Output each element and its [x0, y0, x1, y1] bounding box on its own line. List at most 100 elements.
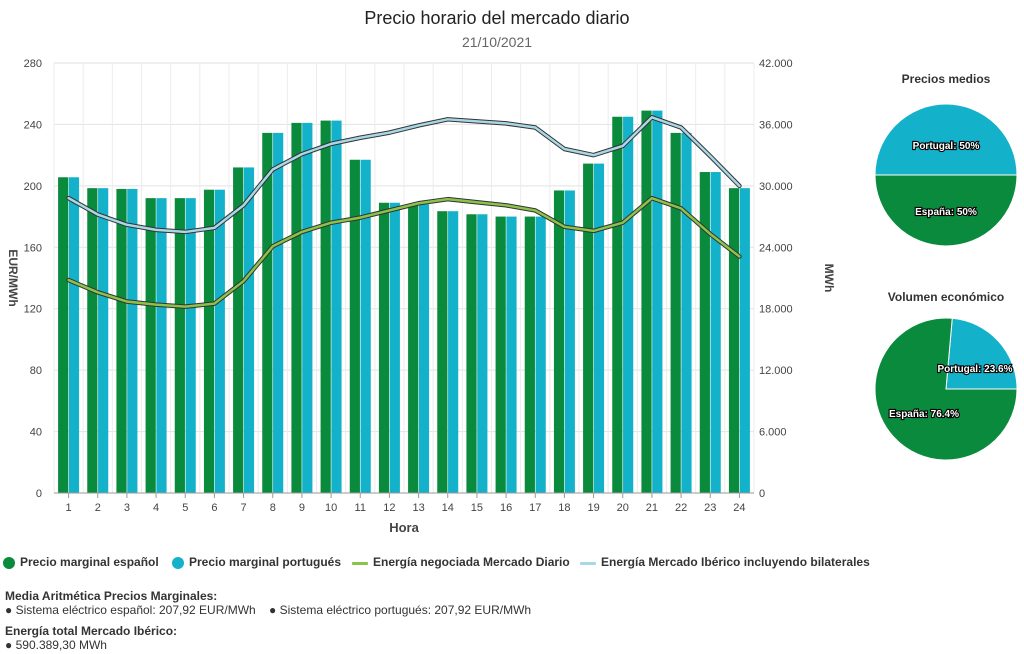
energia-values: ● 590.389,30 MWh	[5, 638, 531, 652]
bar-portugues[interactable]	[214, 189, 225, 493]
bar-portugues[interactable]	[681, 132, 692, 494]
bullet-icon: ●	[5, 603, 13, 617]
bar-espanol[interactable]	[612, 116, 623, 493]
media-pt-value: Sistema eléctrico portugués: 207,92 EUR/…	[279, 603, 532, 617]
summary-notes: Media Aritmética Precios Marginales: ● S…	[5, 589, 531, 652]
bar-portugues[interactable]	[389, 202, 400, 493]
bar-espanol[interactable]	[145, 198, 156, 493]
x-tick-label: 24	[733, 502, 745, 514]
y-right-tick-label: 36.000	[759, 119, 793, 131]
bar-portugues[interactable]	[535, 216, 546, 493]
bar-portugues[interactable]	[331, 120, 342, 493]
bar-portugues[interactable]	[127, 188, 138, 493]
bar-espanol[interactable]	[233, 167, 244, 493]
pie-slice-label: España: 50%	[915, 207, 977, 218]
bar-espanol[interactable]	[553, 190, 565, 493]
x-tick-label: 16	[500, 502, 512, 514]
bar-portugues[interactable]	[710, 172, 721, 494]
y-right-tick-label: 30.000	[759, 181, 793, 193]
bar-series	[58, 110, 750, 494]
bar-espanol[interactable]	[378, 202, 390, 493]
legend-dot-icon	[3, 557, 15, 569]
x-axis-title: Hora	[389, 520, 419, 535]
line-series	[66, 115, 742, 309]
bar-espanol[interactable]	[670, 132, 681, 494]
y-left-axis-title: EUR/MWh	[6, 249, 20, 306]
bar-espanol[interactable]	[524, 216, 535, 493]
y-right-tick-label: 42.000	[759, 58, 793, 70]
bar-espanol[interactable]	[437, 211, 448, 493]
legend-line-icon	[580, 562, 596, 565]
x-tick-label: 5	[182, 502, 188, 514]
x-tick-label: 4	[153, 502, 159, 514]
y-left-tick-label: 120	[24, 304, 42, 316]
bar-espanol[interactable]	[87, 188, 98, 493]
bar-portugues[interactable]	[156, 198, 167, 493]
bar-espanol[interactable]	[203, 189, 215, 493]
x-tick-label: 13	[412, 502, 424, 514]
bar-espanol[interactable]	[408, 204, 419, 494]
bar-espanol[interactable]	[291, 122, 302, 493]
bar-portugues[interactable]	[273, 132, 284, 494]
bar-portugues[interactable]	[185, 198, 196, 493]
bar-portugues[interactable]	[623, 116, 634, 493]
bar-espanol[interactable]	[174, 198, 185, 493]
x-tick-label: 7	[241, 502, 247, 514]
legend-label: Energía negociada Mercado Diario	[373, 555, 570, 569]
x-tick-label: 22	[675, 502, 687, 514]
pie-slice-espana[interactable]	[874, 317, 1018, 461]
media-values: ● Sistema eléctrico español: 207,92 EUR/…	[5, 603, 531, 617]
bar-portugues[interactable]	[448, 211, 459, 493]
pie-charts: Precios medios Portugal: 50% España: 50% Vo…	[874, 72, 1018, 461]
bar-espanol[interactable]	[466, 214, 477, 493]
x-tick-label: 10	[325, 502, 337, 514]
y-left-tick-label: 160	[24, 242, 42, 254]
bar-portugues[interactable]	[302, 122, 313, 493]
bar-espanol[interactable]	[320, 120, 331, 493]
y-right-tick-label: 0	[759, 488, 765, 500]
bar-portugues[interactable]	[506, 216, 517, 493]
bar-espanol[interactable]	[641, 110, 652, 494]
bar-espanol[interactable]	[58, 177, 69, 493]
pie-slice-portugal[interactable]	[945, 317, 1018, 390]
bar-portugues[interactable]	[98, 188, 109, 493]
x-tick-label: 2	[95, 502, 101, 514]
energia-title: Energía total Mercado Ibérico:	[5, 624, 178, 638]
y-right-tick-label: 6.000	[759, 427, 787, 439]
bar-espanol[interactable]	[262, 132, 273, 494]
pie-slice-espana[interactable]	[874, 174, 1018, 247]
line-energia-diario[interactable]	[67, 196, 741, 308]
bar-portugues[interactable]	[243, 167, 255, 493]
pie-slice-label: Portugal: 23.6%	[937, 364, 1012, 375]
bar-portugues[interactable]	[68, 177, 80, 493]
pie-slice-label: España: 76.4%	[889, 409, 959, 420]
bar-portugues[interactable]	[652, 110, 663, 494]
legend-label: Energía Mercado Ibérico incluyendo bilat…	[601, 555, 870, 569]
bar-espanol[interactable]	[583, 163, 594, 493]
x-tick-label: 9	[299, 502, 305, 514]
bar-portugues[interactable]	[739, 188, 750, 493]
line-energia-iberico[interactable]	[67, 116, 741, 234]
bar-portugues[interactable]	[593, 163, 605, 493]
media-es-value: Sistema eléctrico español: 207,92 EUR/MW…	[15, 603, 256, 617]
chart-legend: Precio marginal español Precio marginal …	[0, 553, 1024, 575]
y-right-tick-label: 24.000	[759, 242, 793, 254]
energia-value: 590.389,30 MWh	[15, 638, 107, 652]
bar-portugues[interactable]	[477, 214, 488, 493]
x-tick-label: 8	[270, 502, 276, 514]
bar-espanol[interactable]	[699, 172, 710, 494]
y-left-tick-label: 80	[30, 365, 42, 377]
bar-portugues[interactable]	[564, 190, 575, 493]
bar-portugues[interactable]	[360, 159, 371, 493]
bar-espanol[interactable]	[728, 188, 740, 493]
bar-portugues[interactable]	[418, 204, 430, 494]
x-tick-label: 21	[646, 502, 658, 514]
x-tick-label: 17	[529, 502, 541, 514]
bar-espanol[interactable]	[116, 188, 127, 493]
bar-espanol[interactable]	[349, 159, 360, 493]
axes: 0408012016020024028006.00012.00018.00024…	[6, 58, 836, 535]
pie-slice-portugal[interactable]	[874, 103, 1018, 176]
market-price-chart: Precio horario del mercado diario 21/10/…	[6, 8, 1018, 535]
x-tick-label: 23	[704, 502, 716, 514]
bar-espanol[interactable]	[495, 216, 506, 493]
